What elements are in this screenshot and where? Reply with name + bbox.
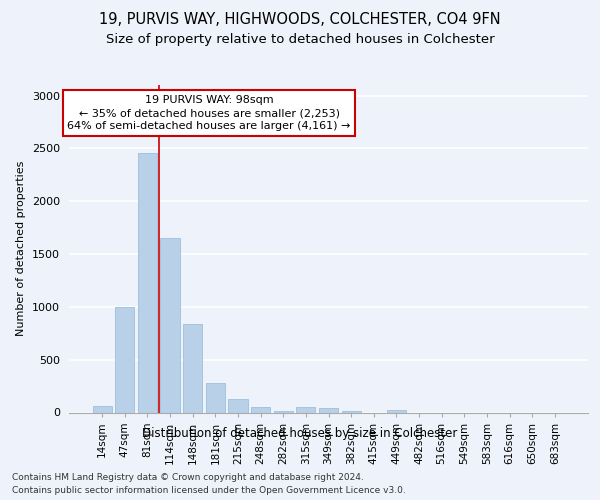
Bar bbox=[206, 384, 225, 412]
Text: Distribution of detached houses by size in Colchester: Distribution of detached houses by size … bbox=[142, 428, 458, 440]
Bar bbox=[319, 408, 338, 412]
Bar bbox=[115, 307, 134, 412]
Bar bbox=[296, 407, 316, 412]
Bar bbox=[229, 399, 248, 412]
Bar bbox=[387, 410, 406, 412]
Text: Contains public sector information licensed under the Open Government Licence v3: Contains public sector information licen… bbox=[12, 486, 406, 495]
Bar bbox=[160, 238, 180, 412]
Bar bbox=[251, 407, 270, 412]
Bar bbox=[92, 406, 112, 412]
Text: Contains HM Land Registry data © Crown copyright and database right 2024.: Contains HM Land Registry data © Crown c… bbox=[12, 472, 364, 482]
Text: 19, PURVIS WAY, HIGHWOODS, COLCHESTER, CO4 9FN: 19, PURVIS WAY, HIGHWOODS, COLCHESTER, C… bbox=[99, 12, 501, 28]
Bar bbox=[183, 324, 202, 412]
Text: Size of property relative to detached houses in Colchester: Size of property relative to detached ho… bbox=[106, 32, 494, 46]
Bar bbox=[341, 411, 361, 412]
Bar bbox=[138, 152, 157, 412]
Text: 19 PURVIS WAY: 98sqm
← 35% of detached houses are smaller (2,253)
64% of semi-de: 19 PURVIS WAY: 98sqm ← 35% of detached h… bbox=[67, 95, 351, 131]
Y-axis label: Number of detached properties: Number of detached properties bbox=[16, 161, 26, 336]
